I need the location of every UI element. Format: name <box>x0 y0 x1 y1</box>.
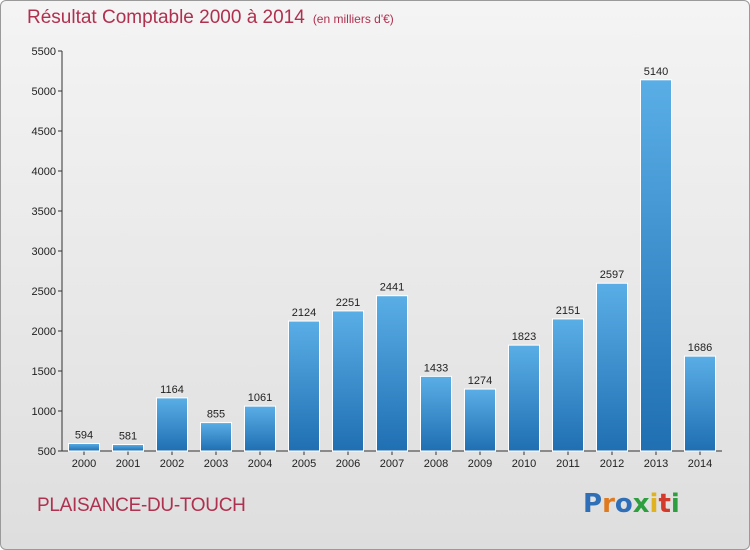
logo-letter: i <box>670 489 680 519</box>
bar-2004 <box>244 405 276 452</box>
y-tick-label: 4500 <box>32 126 56 138</box>
y-tick-label: 4000 <box>32 166 56 178</box>
x-tick-label-2009: 2009 <box>468 458 492 470</box>
logo-letter: o <box>614 489 633 519</box>
bar-2000 <box>68 442 100 452</box>
bar-2009 <box>464 388 496 452</box>
y-tick-label: 5000 <box>32 86 56 98</box>
x-tick-label-2000: 2000 <box>72 458 96 470</box>
x-tick-label-2004: 2004 <box>248 458 272 470</box>
bar-2003 <box>200 422 232 452</box>
bar-2011 <box>552 318 584 452</box>
commune-name: PLAISANCE-DU-TOUCH <box>37 495 246 516</box>
title-text: Résultat Comptable 2000 à 2014 <box>27 7 305 28</box>
y-tick-label: 1500 <box>32 366 56 378</box>
value-label-2002: 1164 <box>160 384 184 396</box>
y-tick-label: 1000 <box>32 406 56 418</box>
bar-2008 <box>420 375 452 452</box>
value-label-2008: 1433 <box>424 362 448 374</box>
x-tick-label-2006: 2006 <box>336 458 360 470</box>
value-label-2010: 1823 <box>512 331 536 343</box>
x-tick-label-2005: 2005 <box>292 458 316 470</box>
x-tick-label-2012: 2012 <box>600 458 624 470</box>
y-tick-label: 5500 <box>32 46 56 58</box>
bar-2001 <box>112 444 144 452</box>
value-label-2009: 1274 <box>468 375 492 387</box>
bar-2006 <box>332 310 364 452</box>
bar-2014 <box>684 355 716 452</box>
value-label-2007: 2441 <box>380 282 404 294</box>
value-label-2005: 2124 <box>292 307 316 319</box>
title-unit: (en milliers d'€) <box>312 12 394 26</box>
x-tick-label-2014: 2014 <box>688 458 712 470</box>
logo-letter: i <box>649 489 659 519</box>
value-label-2012: 2597 <box>600 269 624 281</box>
x-tick-label-2003: 2003 <box>204 458 228 470</box>
bar-2013 <box>640 79 672 452</box>
x-tick-label-2011: 2011 <box>556 458 580 470</box>
y-tick-label: 2500 <box>32 286 56 298</box>
y-tick-label: 2000 <box>32 326 56 338</box>
bar-2002 <box>156 397 188 452</box>
bars-group: 594 581 1164 855 1061 2124 2251 2441 1433 1274 182… <box>68 66 716 452</box>
x-tick-label-2007: 2007 <box>380 458 404 470</box>
value-label-2011: 2151 <box>556 305 580 317</box>
chart-title: Résultat Comptable 2000 à 2014 (en millie… <box>27 7 394 29</box>
y-tick-label: 500 <box>38 446 56 458</box>
bar-2007 <box>376 295 408 452</box>
value-label-2000: 594 <box>75 429 93 441</box>
value-label-2001: 581 <box>119 431 137 443</box>
value-label-2003: 855 <box>207 409 225 421</box>
proxiti-logo: Proxiti <box>583 489 680 519</box>
value-label-2006: 2251 <box>336 297 360 309</box>
y-tick-label: 3500 <box>32 206 56 218</box>
logo-letter: P <box>583 489 603 519</box>
logo-letter: x <box>632 489 650 519</box>
logo-letter: t <box>658 489 671 519</box>
x-tick-label-2013: 2013 <box>644 458 668 470</box>
x-tick-label-2010: 2010 <box>512 458 536 470</box>
value-label-2014: 1686 <box>688 342 712 354</box>
x-tick-label-2008: 2008 <box>424 458 448 470</box>
logo-letter: r <box>602 489 615 519</box>
value-label-2004: 1061 <box>248 392 272 404</box>
bar-2010 <box>508 344 540 452</box>
value-label-2013: 5140 <box>644 66 668 78</box>
x-tick-label-2002: 2002 <box>160 458 184 470</box>
bar-2005 <box>288 320 320 452</box>
x-tick-label-2001: 2001 <box>116 458 140 470</box>
bar-2012 <box>596 282 628 452</box>
y-tick-label: 3000 <box>32 246 56 258</box>
